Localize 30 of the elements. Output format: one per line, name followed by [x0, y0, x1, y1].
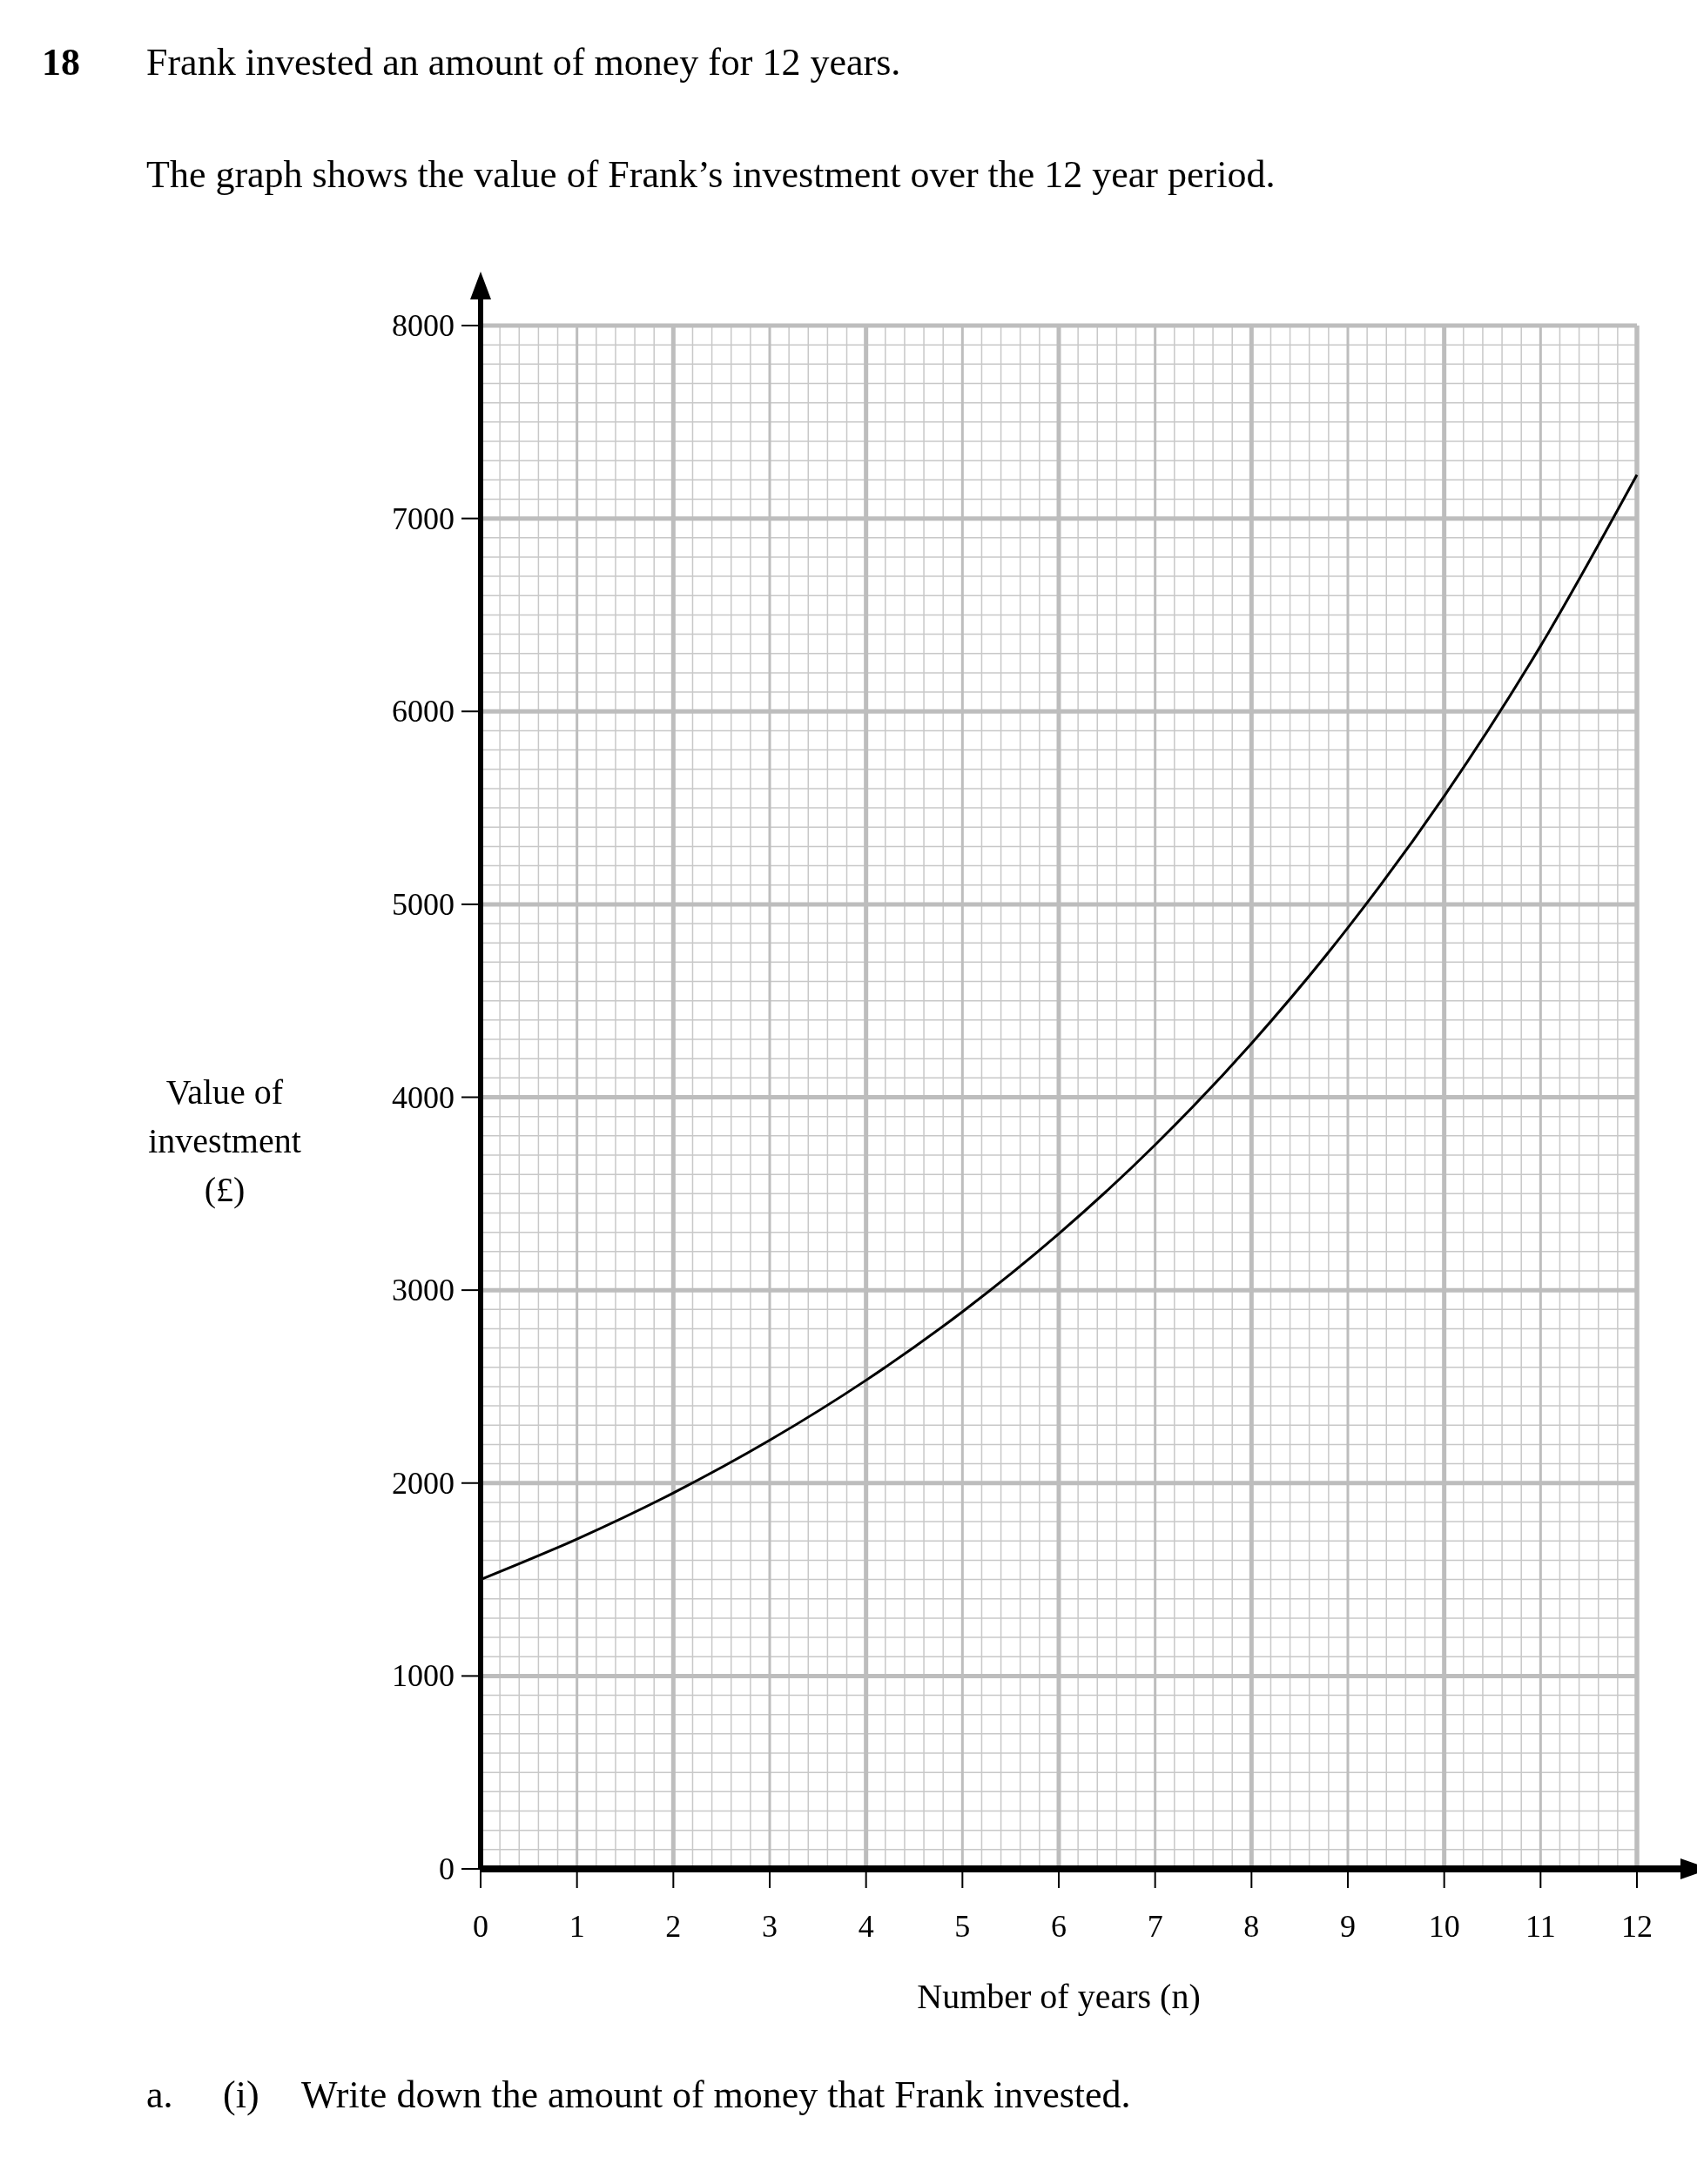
- text: Write down the amount of money that Frank invested.: [301, 2073, 1131, 2116]
- x-tick-label: 10: [1428, 1909, 1460, 1944]
- x-tick-label: 3: [762, 1909, 778, 1944]
- text: a.: [146, 2073, 173, 2116]
- x-tick-label: 5: [954, 1909, 971, 1944]
- chart-title: Frank invested an amount of money for 12 years.: [146, 41, 901, 84]
- y-tick-label: 3000: [392, 1273, 455, 1308]
- x-tick-label: 8: [1243, 1909, 1260, 1944]
- text: (i): [223, 2073, 259, 2116]
- x-tick-label: 4: [858, 1909, 874, 1944]
- y-tick-label: 2000: [392, 1465, 455, 1501]
- y-tick-label: 1000: [392, 1658, 455, 1694]
- y-axis-title: Value of investment (£): [148, 1072, 301, 1209]
- y-tick-label: 4000: [392, 1079, 455, 1115]
- y-tick-label: 7000: [392, 501, 455, 536]
- x-tick-label: 1: [569, 1909, 585, 1944]
- x-tick-label: 7: [1147, 1909, 1163, 1944]
- y-tick-label: 5000: [392, 886, 455, 922]
- chart-subtitle: The graph shows the value of Frank’s investment over the 12 year period.: [146, 153, 1276, 196]
- x-tick-label: 0: [473, 1909, 488, 1944]
- x-tick-label: 2: [665, 1909, 682, 1944]
- x-axis-title: Number of years (n): [917, 1977, 1201, 2016]
- x-tick-label: 11: [1525, 1909, 1556, 1944]
- y-tick-label: 6000: [392, 694, 455, 729]
- x-tick-label: 6: [1051, 1909, 1067, 1944]
- y-tick-label: 8000: [392, 308, 455, 343]
- y-tick-label: 0: [439, 1851, 455, 1886]
- x-tick-label: 9: [1340, 1909, 1356, 1944]
- text: 18: [42, 41, 80, 84]
- x-tick-label: 12: [1621, 1909, 1653, 1944]
